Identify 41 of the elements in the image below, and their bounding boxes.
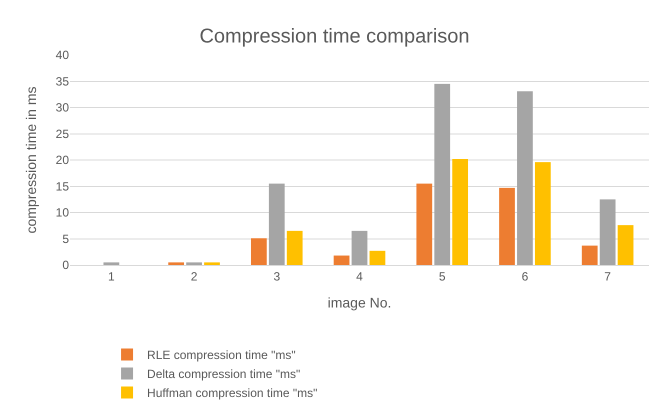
x-tick-label: 2 xyxy=(190,269,198,284)
x-tick-label: 6 xyxy=(522,269,529,284)
y-tick-label: 5 xyxy=(62,232,70,246)
y-axis-title: compression time in ms xyxy=(23,86,40,234)
y-tick-label: 30 xyxy=(56,100,70,115)
x-tick-label: 4 xyxy=(356,269,364,284)
legend-label: Huffman compression time "ms" xyxy=(147,386,318,400)
bar xyxy=(334,256,350,265)
legend-label: RLE compression time "ms" xyxy=(147,348,296,362)
y-tick-label: 35 xyxy=(56,74,70,88)
bar xyxy=(268,184,285,265)
bar xyxy=(416,184,432,265)
bar xyxy=(600,199,616,265)
bar xyxy=(370,250,386,265)
x-tick-label: 5 xyxy=(438,269,446,284)
bar xyxy=(250,238,267,265)
bar xyxy=(204,262,220,265)
y-tick-label: 0 xyxy=(62,258,70,272)
y-tick-label: 25 xyxy=(56,126,70,141)
x-tick-label: 7 xyxy=(604,269,612,284)
x-axis-title: image No. xyxy=(328,294,392,311)
bar xyxy=(352,230,368,265)
bar xyxy=(452,158,468,265)
y-tick-label: 15 xyxy=(56,179,70,194)
bar xyxy=(534,162,551,265)
y-tick-label: 40 xyxy=(56,48,70,62)
bar xyxy=(517,91,533,265)
legend-label: Delta compression time "ms" xyxy=(147,367,300,382)
x-tick-label: 3 xyxy=(273,269,280,284)
y-tick-label: 20 xyxy=(56,153,70,168)
bar xyxy=(168,262,184,265)
y-tick-label: 10 xyxy=(56,206,70,220)
x-tick-label: 1 xyxy=(108,269,116,284)
bar xyxy=(434,84,450,265)
chart-title: Compression time comparison xyxy=(199,25,470,48)
bar xyxy=(618,225,634,265)
bar xyxy=(103,262,120,265)
bar xyxy=(286,230,303,265)
bar xyxy=(582,246,598,265)
bar xyxy=(499,188,515,265)
bar xyxy=(186,262,202,265)
